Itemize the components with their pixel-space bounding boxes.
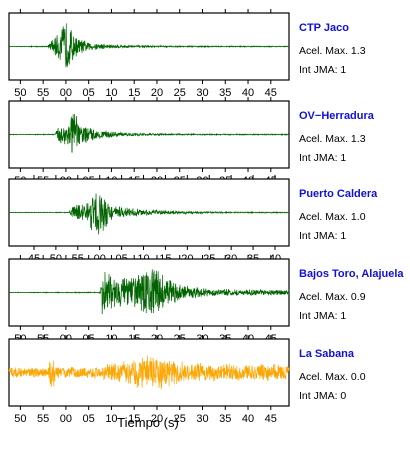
tick-label: 55 [37, 413, 49, 425]
panel-3: 455055000510152025303540Puerto CalderaAc… [8, 175, 378, 265]
tick-label: 45 [265, 413, 277, 425]
tick-label: 05 [83, 87, 95, 99]
tick-label: 35 [219, 413, 231, 425]
tick-label: 10 [105, 87, 117, 99]
panels-group: 50 55 00 05 10 15 20 25 30 35 40 45 CTP Jaco Acel. Ma… [8, 9, 404, 425]
tick-label: 55 [37, 87, 49, 99]
panel-1: 50 55 00 05 10 15 20 25 30 35 40 45 CTP Jaco Acel. Ma… [8, 9, 366, 99]
tick-label: 45 [265, 87, 277, 99]
waveform-series [8, 193, 290, 235]
tick-label: 20 [151, 87, 163, 99]
tick-label: 30 [196, 87, 208, 99]
tick-label: 50 [14, 87, 26, 99]
tick-label: 25 [174, 87, 186, 99]
max-acceleration: Acel. Max. 1.3 [299, 45, 366, 57]
station-name: OV−Herradura [299, 110, 375, 122]
panel-5: 50 55 00 05 10 15 20 25 30 35 40 45 La Sabana Acel. M… [8, 335, 366, 425]
waveform-series [8, 355, 290, 390]
tick-label: 00 [60, 87, 72, 99]
tick-label: 05 [83, 413, 95, 425]
panel-4: 505500051015202530354045Bajos Toro, Alaj… [8, 255, 404, 345]
panel-2: 505500051015202530354045OV−HerraduraAcel… [8, 97, 375, 187]
station-name: CTP Jaco [299, 22, 349, 34]
tick-label: 50 [14, 413, 26, 425]
max-acceleration: Acel. Max. 0.9 [299, 291, 366, 303]
tick-label: 20 [151, 413, 163, 425]
jma-intensity: Int JMA: 1 [299, 152, 346, 164]
tick-label: 30 [196, 413, 208, 425]
jma-intensity: Int JMA: 1 [299, 64, 346, 76]
max-acceleration: Acel. Max. 1.3 [299, 133, 366, 145]
jma-intensity: Int JMA: 1 [299, 310, 346, 322]
waveform-series [8, 114, 290, 153]
jma-intensity: Int JMA: 0 [299, 390, 346, 402]
tick-label: 10 [105, 413, 117, 425]
max-acceleration: Acel. Max. 0.0 [299, 371, 366, 383]
station-name: Puerto Caldera [299, 188, 378, 200]
station-name: Bajos Toro, Alajuela [299, 268, 404, 280]
tick-label: 40 [242, 87, 254, 99]
tick-label: 15 [128, 87, 140, 99]
x-axis-title: Tiempo (s) [117, 415, 179, 430]
waveform-series [8, 269, 290, 315]
jma-intensity: Int JMA: 1 [299, 230, 346, 242]
waveform-series [8, 23, 290, 68]
tick-label: 40 [242, 413, 254, 425]
station-name: La Sabana [299, 348, 355, 360]
max-acceleration: Acel. Max. 1.0 [299, 211, 366, 223]
tick-label: 00 [60, 413, 72, 425]
tick-label: 15 [128, 413, 140, 425]
tick-label: 35 [219, 87, 231, 99]
tick-label: 25 [174, 413, 186, 425]
